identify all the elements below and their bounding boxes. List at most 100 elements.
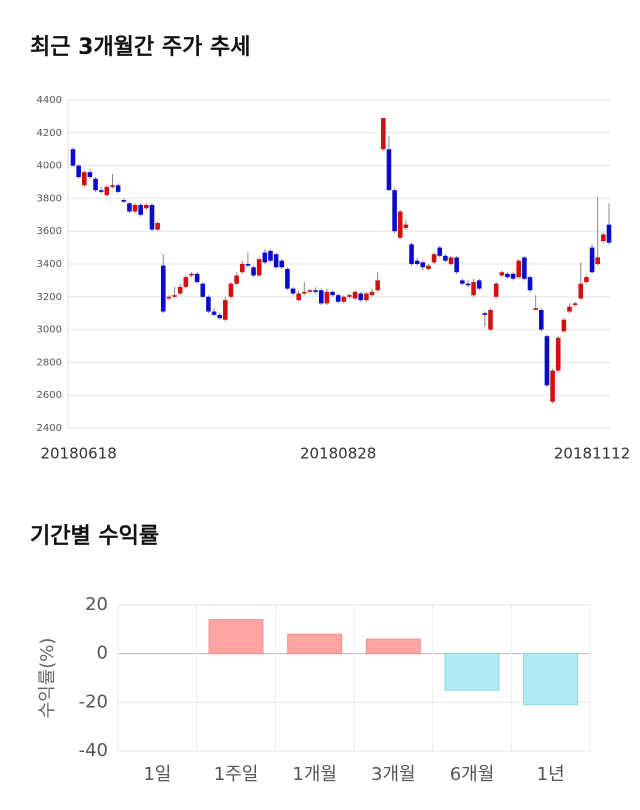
candle-body [352,291,358,299]
candle-body [296,293,301,301]
candle-body [482,313,488,315]
candle-body [110,185,115,187]
candle-body [578,283,584,299]
candle-body [437,247,443,256]
candle-body [589,247,595,273]
candle-body [93,178,98,191]
x-tick-label: 1년 [537,764,565,785]
candle-body [324,291,330,304]
x-tick-label: 20180828 [300,445,376,463]
candle-body [302,291,307,294]
y-tick-label: 3200 [37,292,62,303]
candle-body [313,290,318,292]
candle-body [223,300,228,320]
candle-body [454,257,459,273]
candle-body [335,295,341,302]
y-tick-label: 3800 [37,193,62,204]
candle-body [595,257,601,264]
candle-body [127,203,132,212]
candle-body [217,314,222,319]
candle-body [256,259,262,276]
bar [444,653,500,691]
candle-body [533,308,538,310]
x-tick-label: 1주일 [214,764,259,785]
candle-body [493,283,499,297]
bar [208,619,264,655]
y-tick-label: 0 [97,643,108,664]
y-axis-label: 수익률(%) [37,638,58,719]
candle-body [488,309,493,330]
candle-body [601,234,606,242]
candle-body [245,264,251,266]
candle-body [431,254,437,263]
x-tick-label: 20180618 [40,445,116,463]
candle-body [318,290,324,304]
candle-body [70,149,76,166]
candle-body [172,295,177,297]
candle-body [499,272,505,276]
candle-body [386,149,392,191]
candle-body [364,293,369,301]
bar [365,638,421,655]
candle-body [279,260,285,268]
y-tick-label: 2800 [37,357,62,368]
candle-body [251,267,256,276]
candle-body [206,296,211,312]
candle-body [200,283,206,297]
candle-body [443,255,448,261]
candle-body [522,257,527,279]
candle-body [115,185,121,192]
y-tick-label: 3400 [37,259,62,270]
candle-body [144,204,149,209]
candle-body [369,291,375,296]
candle-body [273,254,279,268]
candle-body [155,223,160,230]
candle-body [132,204,138,212]
candle-body [414,260,420,264]
candle-body [381,118,386,150]
candle-body [392,190,397,232]
candle-body [510,273,516,279]
candle-body [183,277,189,287]
candle-body [561,319,567,332]
candle-body [347,295,352,297]
candle-body [87,172,93,178]
candle-body [420,262,426,268]
candle-body [505,273,510,278]
chart-title: 최근 3개월간 주가 추세 [30,35,250,60]
y-tick-label: 4200 [37,128,62,139]
candle-body [465,283,471,286]
candle-body [138,204,144,215]
candle-body [476,280,482,289]
candle-body [268,250,273,261]
candle-body [516,260,522,278]
candle-body [285,268,290,289]
candle-body [121,200,127,202]
candle-body [584,277,589,283]
candle-body [189,273,194,276]
y-tick-label: 3600 [37,226,62,237]
candle-body [228,283,234,297]
y-tick-label: 2600 [37,390,62,401]
y-tick-label: 3000 [37,325,62,336]
candle-body [448,257,454,264]
bar [287,633,343,655]
candle-body [426,265,431,269]
candle-body [572,303,578,305]
candle-body [460,280,465,284]
candle-body [544,336,550,386]
candle-body [527,277,533,291]
bar [523,653,579,706]
candle-body [403,224,409,228]
candle-body [330,291,335,296]
candle-body [177,286,183,294]
candle-body [550,370,555,402]
y-tick-label: 4000 [37,161,62,172]
candle-body [211,311,217,315]
x-tick-label: 1일 [143,764,171,785]
y-tick-label: 4400 [37,95,62,106]
x-tick-label: 1개월 [292,764,337,785]
candle-body [358,293,364,301]
y-tick-label: 20 [85,594,108,615]
